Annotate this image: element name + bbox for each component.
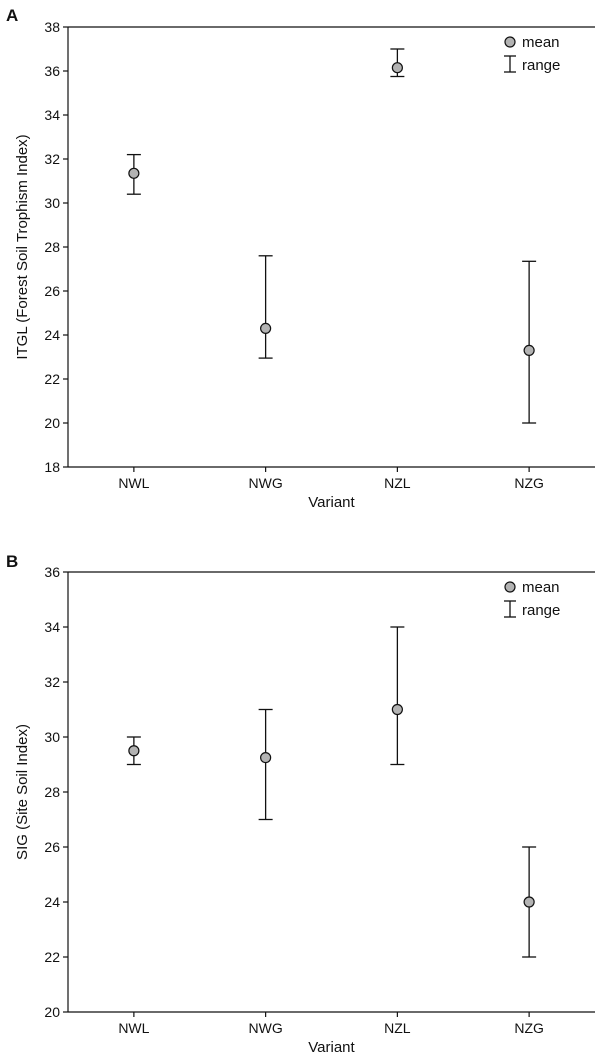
y-tick-label: 32	[44, 151, 60, 167]
y-tick-label: 36	[44, 63, 60, 79]
y-tick-label: 32	[44, 674, 60, 690]
range-bar-nzg	[522, 260, 537, 424]
y-tick-label: 22	[44, 949, 60, 965]
y-tick-label: 28	[44, 239, 60, 255]
panel-b: B 20 22 24 26 28 30 32 34 36 NWL NWG NZL NZG Variant SI…	[6, 552, 595, 1056]
x-tick-label: NWL	[118, 1020, 149, 1036]
y-tick-label: 34	[44, 107, 60, 123]
x-tick-label: NWG	[249, 475, 283, 491]
y-tick-label: 30	[44, 729, 60, 745]
mean-point-nzl	[391, 62, 403, 74]
legend-range-label: range	[522, 602, 560, 619]
mean-point-nwl	[128, 167, 140, 179]
legend-range-label: range	[522, 57, 560, 74]
y-tick-label: 26	[44, 839, 60, 855]
mean-point-nzg	[523, 896, 535, 908]
x-tick-label: NWL	[118, 475, 149, 491]
legend-mean-label: mean	[522, 34, 560, 51]
x-axis-title: Variant	[308, 494, 355, 511]
y-tick-label: 22	[44, 371, 60, 387]
x-tick-label: NZL	[384, 475, 411, 491]
y-axis-title: SIG (Site Soil Index)	[14, 724, 31, 860]
legend-mean-marker	[504, 36, 516, 48]
panel-letter: A	[6, 6, 18, 25]
y-tick-label: 20	[44, 1004, 60, 1020]
y-tick-label: 38	[44, 19, 60, 35]
y-tick-label: 18	[44, 459, 60, 475]
legend: mean range	[504, 579, 560, 619]
y-tick-label: 30	[44, 195, 60, 211]
mean-point-nwg	[260, 752, 272, 764]
mean-point-nwl	[128, 745, 140, 757]
legend-mean-label: mean	[522, 579, 560, 596]
x-tick-label: NZG	[514, 1020, 544, 1036]
y-tick-label: 28	[44, 784, 60, 800]
mean-point-nwg	[260, 322, 272, 334]
y-axis-title: ITGL (Forest Soil Trophism Index)	[14, 134, 31, 359]
y-tick-label: 24	[44, 894, 60, 910]
range-bar-nzl	[390, 626, 405, 766]
y-tick-label: 24	[44, 327, 60, 343]
x-tick-label: NZG	[514, 475, 544, 491]
y-tick-label: 20	[44, 415, 60, 431]
legend-mean-marker	[504, 581, 516, 593]
mean-point-nzl	[391, 703, 403, 716]
range-bar-nwg	[258, 708, 273, 821]
mean-point-nzg	[523, 344, 535, 356]
range-bar-nwg	[258, 255, 273, 359]
x-tick-label: NWG	[249, 1020, 283, 1036]
y-tick-label: 26	[44, 283, 60, 299]
panel-a: A 18 20 22 24 26 28 30 32 34 36 38 NWL NWG NZL NZG Varia…	[6, 6, 595, 511]
x-axis-title: Variant	[308, 1039, 355, 1056]
y-tick-label: 36	[44, 564, 60, 580]
panel-letter: B	[6, 552, 18, 571]
legend: mean range	[504, 34, 560, 74]
y-tick-label: 34	[44, 619, 60, 635]
x-tick-label: NZL	[384, 1020, 411, 1036]
